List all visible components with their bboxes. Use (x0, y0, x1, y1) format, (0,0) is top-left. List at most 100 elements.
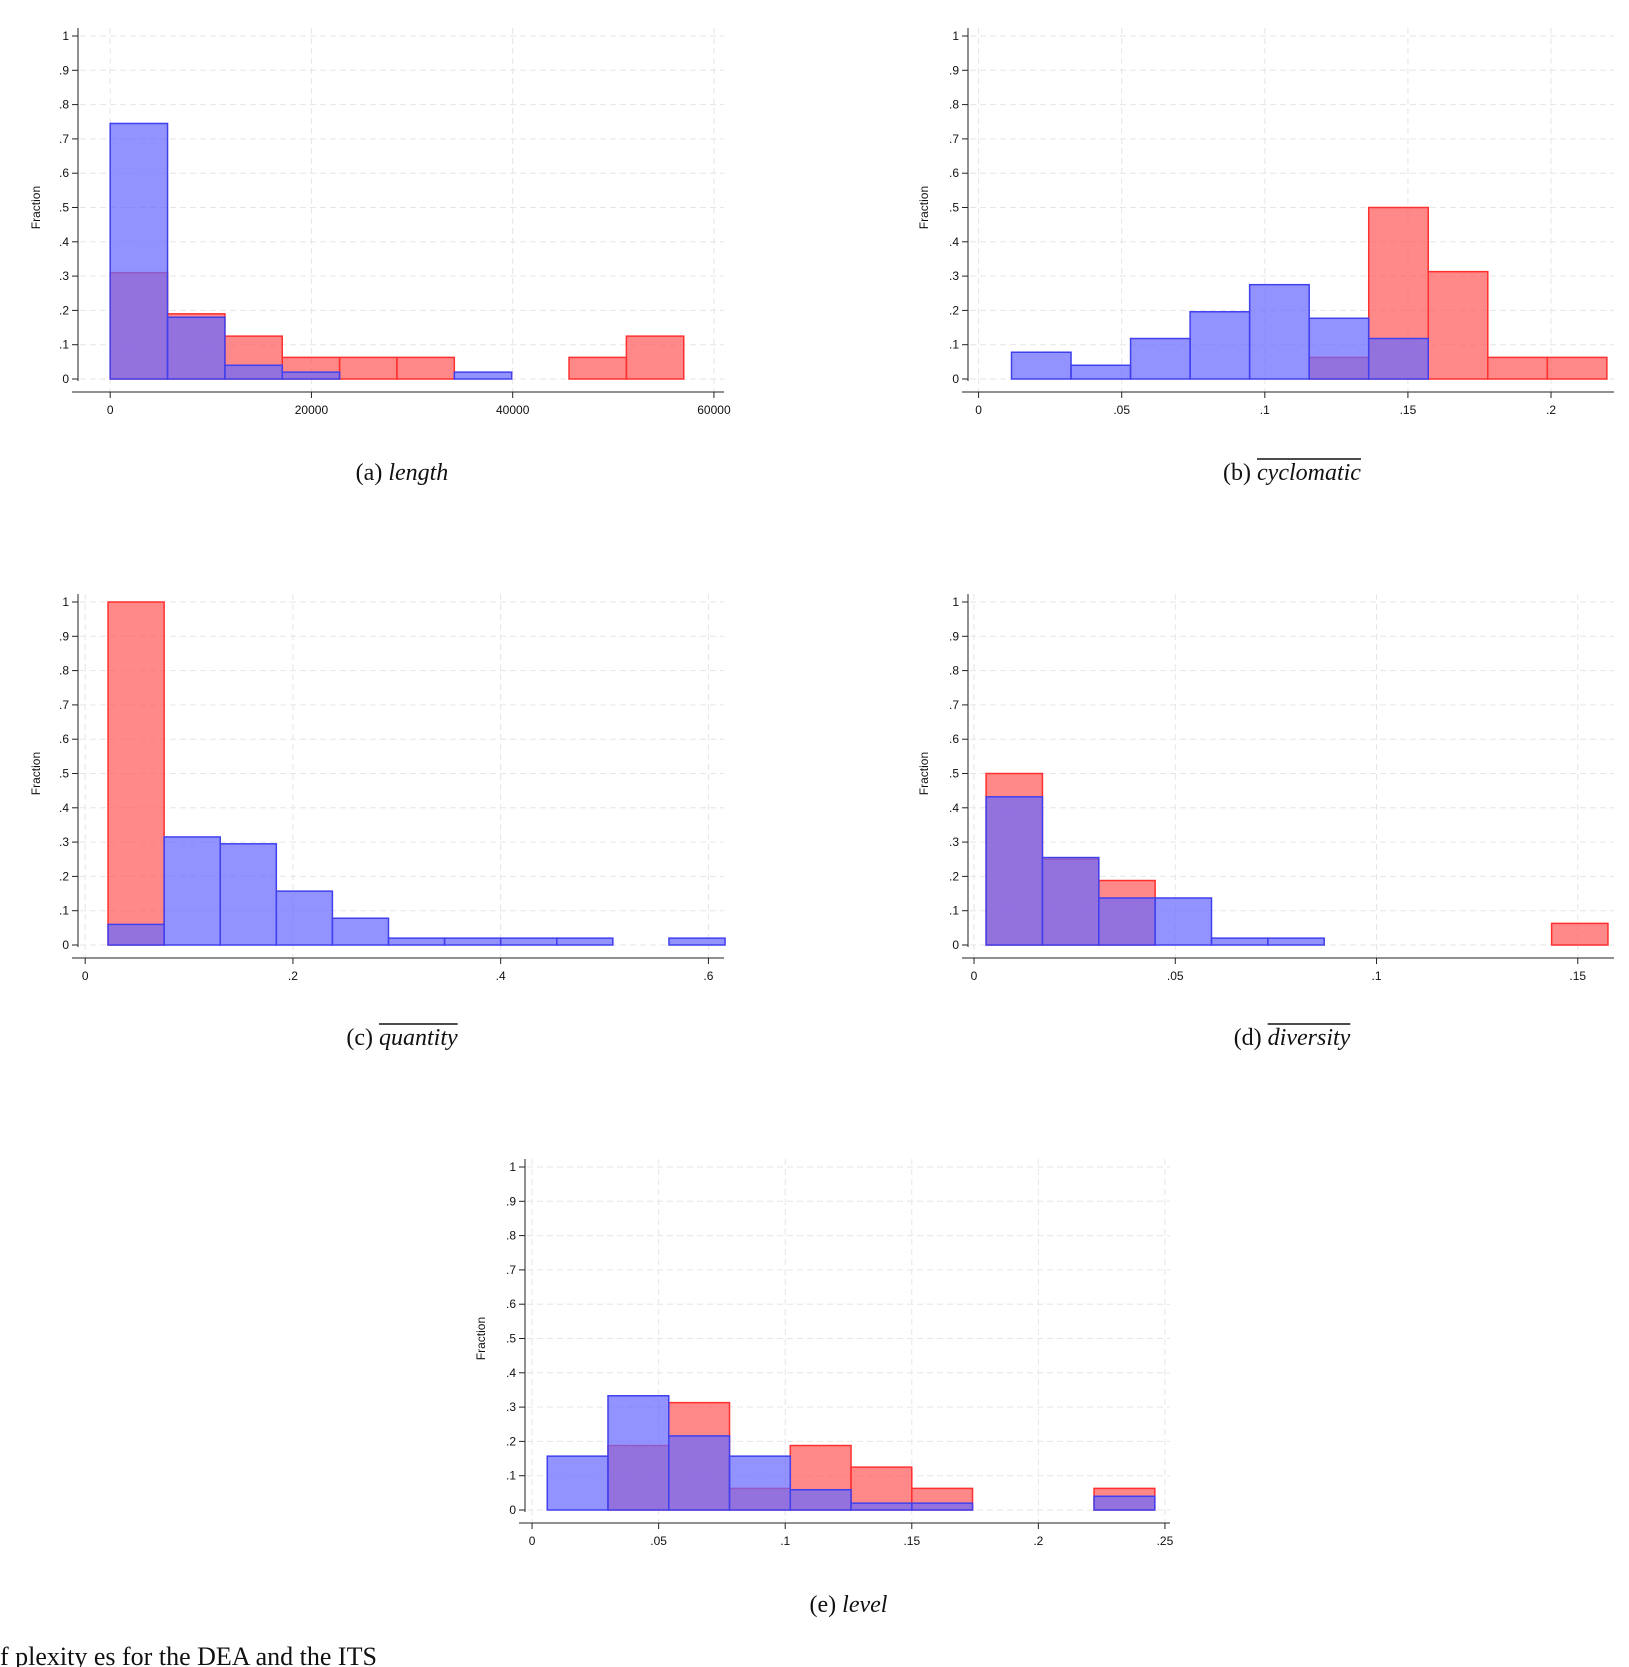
histogram-bar-blue (166, 316, 226, 380)
x-tick-label: .15 (1569, 969, 1586, 983)
x-tick-label: 20000 (295, 403, 329, 417)
y-axis-title: Fraction (917, 186, 931, 229)
x-tick-label: 0 (529, 1534, 536, 1548)
histogram-bar-blue (281, 371, 341, 380)
x-tick-label: 40000 (496, 403, 530, 417)
y-axis-title: Fraction (29, 186, 43, 229)
y-tick-label: .3 (506, 1400, 516, 1414)
histogram-bar-blue (163, 836, 221, 946)
histogram-panel-diversity: 0 .1 .2 .3 .4 .5 .6 .7 .8 .9 1 0 .05 .1 .15 Fraction (d)… (917, 594, 1614, 1051)
histogram-panel-cyclomatic: 0 .1 .2 .3 .4 .5 .6 .7 .8 .9 1 0 .05 .1 .15 .2 Fraction (… (917, 28, 1614, 486)
y-tick-label: .4 (949, 235, 959, 249)
y-axis-title: Fraction (29, 752, 43, 795)
y-tick-label: .6 (949, 732, 959, 746)
x-tick-label: .2 (1546, 403, 1556, 417)
x-tick-label: 0 (971, 969, 978, 983)
x-tick-label: 60000 (697, 403, 731, 417)
histogram-bar-blue (911, 1502, 974, 1511)
y-tick-label: .4 (506, 1366, 516, 1380)
y-tick-label: .8 (949, 98, 959, 112)
y-tick-label: .5 (949, 767, 959, 781)
panel-caption-prefix: (a) (356, 460, 389, 486)
y-tick-label: .7 (949, 132, 959, 146)
y-tick-label: .7 (949, 698, 959, 712)
y-tick-label: .9 (949, 629, 959, 643)
y-tick-label: .6 (949, 166, 959, 180)
x-tick-label: 0 (975, 403, 982, 417)
panel-caption-variable: level (842, 1592, 888, 1618)
y-axis-title: Fraction (474, 1317, 488, 1360)
y-tick-label: .2 (59, 869, 69, 883)
y-tick-label: 0 (952, 938, 959, 952)
y-tick-label: 0 (62, 938, 69, 952)
x-tick-label: .1 (1372, 969, 1382, 983)
y-tick-label: .1 (59, 904, 69, 918)
y-tick-label: .8 (59, 664, 69, 678)
histogram-bar-blue (1154, 897, 1213, 946)
y-tick-label: .2 (949, 869, 959, 883)
y-tick-label: .5 (506, 1332, 516, 1346)
y-tick-label: .6 (506, 1297, 516, 1311)
y-tick-label: .3 (59, 269, 69, 283)
histogram-bar-blue (1093, 1495, 1156, 1511)
histogram-panel-length: 0 .1 .2 .3 .4 .5 .6 .7 .8 .9 1 0 20000 40000 60000 Frac… (29, 28, 731, 486)
y-tick-label: 0 (952, 372, 959, 386)
y-tick-label: .3 (949, 269, 959, 283)
histogram-bar-blue (607, 1395, 670, 1511)
histogram-bar-red (568, 356, 628, 380)
panel-caption: (d) diversity (1234, 1025, 1351, 1051)
y-tick-label: .9 (949, 63, 959, 77)
y-tick-label: .4 (59, 801, 69, 815)
x-tick-label: .4 (496, 969, 506, 983)
histogram-bar-blue (224, 364, 284, 380)
y-tick-label: 1 (952, 29, 959, 43)
y-tick-label: .6 (59, 166, 69, 180)
y-tick-label: 0 (509, 1503, 516, 1517)
histogram-panel-quantity: 0 .1 .2 .3 .4 .5 .6 .7 .8 .9 1 0 .2 .4 .6 Fraction (c) q… (29, 594, 726, 1051)
y-tick-label: .4 (949, 801, 959, 815)
panel-caption-prefix: (e) (810, 1592, 843, 1618)
y-tick-label: .2 (59, 303, 69, 317)
histogram-bar-blue (219, 843, 278, 946)
histogram-bar-red (1487, 356, 1549, 380)
histogram-bar-blue (453, 371, 513, 380)
histogram-bar-blue (1267, 937, 1325, 946)
y-tick-label: .5 (59, 201, 69, 215)
histogram-bar-blue (1367, 337, 1429, 380)
footer-caption-fragment: f plexity es for the DEA and the ITS (0, 1642, 377, 1667)
y-tick-label: .3 (59, 835, 69, 849)
histogram-panel-level: 0 .1 .2 .3 .4 .5 .6 .7 .8 .9 1 0 .05 .1 .15 .2 .25 Fracti… (474, 1159, 1174, 1618)
histogram-bar-blue (728, 1455, 792, 1511)
panel-caption-variable: length (388, 460, 448, 486)
y-tick-label: .9 (59, 63, 69, 77)
x-tick-label: .05 (1113, 403, 1130, 417)
y-tick-label: .1 (506, 1469, 516, 1483)
y-tick-label: .9 (506, 1194, 516, 1208)
histogram-bar-blue (387, 937, 446, 946)
x-tick-label: .2 (288, 969, 298, 983)
x-tick-label: .1 (780, 1534, 790, 1548)
y-tick-label: .2 (949, 303, 959, 317)
x-tick-label: .05 (650, 1534, 667, 1548)
histogram-bar-red (107, 601, 165, 946)
histogram-bar-blue (789, 1489, 852, 1511)
histogram-bar-blue (443, 937, 502, 946)
y-tick-label: 1 (952, 595, 959, 609)
panel-caption-prefix: (c) (346, 1025, 379, 1051)
y-tick-label: .4 (59, 235, 69, 249)
x-tick-label: .25 (1157, 1534, 1174, 1548)
y-tick-label: .8 (59, 98, 69, 112)
y-tick-label: .6 (59, 732, 69, 746)
histogram-bar-blue (546, 1455, 609, 1511)
histogram-bar-blue (1210, 937, 1269, 946)
histogram-bar-blue (850, 1502, 913, 1511)
y-tick-label: .5 (949, 201, 959, 215)
histogram-bar-red (1550, 922, 1609, 946)
x-tick-label: .1 (1260, 403, 1270, 417)
x-tick-label: .05 (1167, 969, 1184, 983)
histogram-bar-blue (1129, 337, 1191, 380)
y-tick-label: 1 (509, 1160, 516, 1174)
y-tick-label: .5 (59, 767, 69, 781)
y-tick-label: .3 (949, 835, 959, 849)
panel-caption: (c) quantity (346, 1025, 458, 1051)
